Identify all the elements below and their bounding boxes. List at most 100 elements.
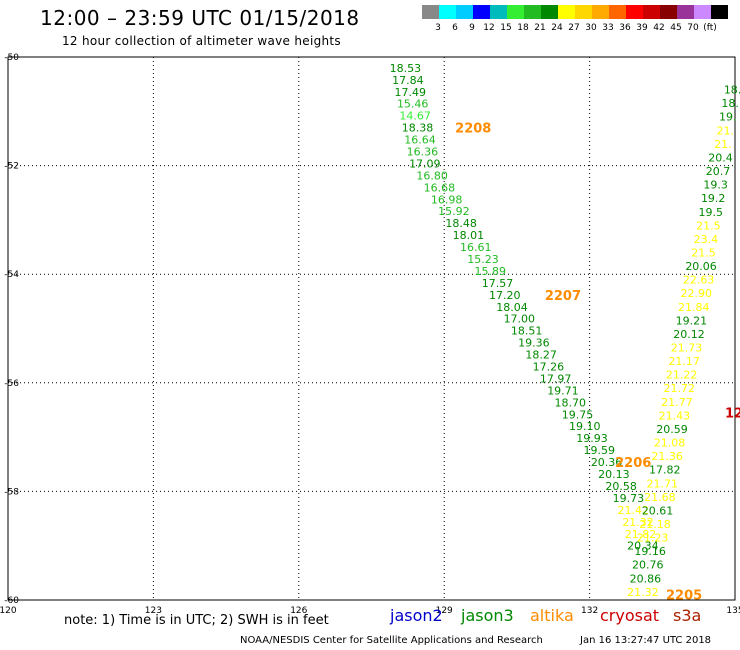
wave-height-value: 21.32 [622,516,654,529]
lon-tick-label: 123 [145,606,162,616]
legend-item-jason2: jason2 [390,606,443,625]
scale-swatch [541,5,558,19]
lon-tick-label: 126 [290,606,307,616]
wave-height-value: 16.36 [407,145,439,158]
scale-swatch [626,5,643,19]
orbit-number-label: 12 [725,407,740,422]
wave-height-value: 23.4 [694,233,719,246]
scale-label: 12 [483,23,495,33]
wave-height-value: 18.01 [453,229,485,242]
scale-swatch [456,5,473,19]
scale-label: 21 [534,23,546,33]
wave-height-value: 20.59 [656,423,688,436]
orbit-number-label: 2207 [545,289,581,304]
scale-label: 30 [585,23,597,33]
scale-swatch [473,5,490,19]
wave-height-value: 19.10 [569,420,601,433]
wave-height-value: 21.43 [659,409,691,422]
wave-height-value: 21. [714,138,732,151]
scale-swatch [660,5,677,19]
wave-height-value: 21.42 [617,504,649,517]
wave-height-value: 17.97 [540,372,572,385]
wave-height-value: 20.13 [598,468,630,481]
wave-height-value: 20.7 [706,165,731,178]
wave-height-value: 21.36 [651,450,683,463]
wave-height-value: 20.06 [685,260,717,273]
wave-height-value: 15.89 [474,265,506,278]
wave-height-value: 21.18 [639,518,671,531]
wave-height-value: 18.04 [496,301,528,314]
wave-height-value: 20.58 [605,480,637,493]
wave-height-value: 20.4 [708,151,733,164]
wave-height-value: 17.84 [392,74,424,87]
page-subtitle: 12 hour collection of altimeter wave hei… [62,34,341,48]
scale-swatch [711,5,728,19]
wave-height-value: 21.71 [647,477,679,490]
lat-tick-label: -50 [4,53,19,63]
wave-height-value: 16.98 [431,193,463,206]
scale-label: 39 [636,23,648,33]
legend-item-jason3: jason3 [461,606,514,625]
scale-label: 15 [500,23,512,33]
map-frame [7,56,736,601]
scale-label: 27 [568,23,580,33]
wave-height-value: 20.76 [632,559,664,572]
wave-height-value: 21.32 [627,586,659,599]
scale-swatch [490,5,507,19]
wave-height-value: 19. [719,111,737,124]
wave-height-value: 19.3 [703,179,728,192]
lat-tick-label: -54 [4,270,19,280]
wave-height-value: 18.38 [402,122,434,135]
wave-height-value: 17.82 [649,464,681,477]
scale-swatch [507,5,524,19]
wave-height-value: 22.90 [680,287,712,300]
page-title: 12:00 – 23:59 UTC 01/15/2018 [40,6,360,30]
wave-height-value: 19.5 [699,206,724,219]
legend-item-altika: altika [530,606,574,625]
legend-item-cryosat: cryosat [600,606,660,625]
wave-height-value: 19.71 [547,384,579,397]
wave-height-value: 19.75 [562,408,594,421]
wave-height-value: 20.86 [630,572,662,585]
scale-swatch [694,5,711,19]
scale-swatch [439,5,456,19]
wave-height-value: 16.68 [424,181,456,194]
wave-height-value: 20.61 [642,504,674,517]
scale-label: 36 [619,23,631,33]
wave-height-value: 17.00 [504,313,536,326]
legend-item-s3a: s3a [673,606,702,625]
wave-height-value: 21.68 [644,491,676,504]
footer-note: note: 1) Time is in UTC; 2) SWH is in fe… [64,613,329,628]
wave-height-value: 16.61 [460,241,492,254]
wave-height-value: 19.93 [576,432,608,445]
scale-label: 6 [452,23,458,33]
scale-swatch [677,5,694,19]
wave-height-value: 15.23 [467,253,499,266]
wave-height-value: 17.57 [482,277,514,290]
wave-height-value: 18.51 [511,325,543,338]
lon-tick-label: 132 [581,606,598,616]
wave-height-value: 18.27 [525,349,557,362]
wave-height-value: 18.70 [554,396,586,409]
scale-label: 24 [551,23,563,33]
wave-height-value: 21.84 [678,301,710,314]
wave-height-value: 15.46 [397,98,429,111]
wave-height-value: 19.73 [613,492,645,505]
wave-height-value: 21.5 [691,246,716,259]
wave-height-value: 19.2 [701,192,726,205]
scale-label: 18 [517,23,529,33]
wave-height-value: 19.16 [634,545,666,558]
wave-height-value: 18. [724,84,740,97]
wave-height-value: 19.21 [676,314,708,327]
scale-swatch [592,5,609,19]
scale-label: 45 [670,23,682,33]
wave-height-value: 17.26 [533,361,565,374]
scale-swatch [609,5,626,19]
wave-height-value: 21.22 [666,369,698,382]
footer-credit: NOAA/NESDIS Center for Satellite Applica… [240,635,543,646]
scale-label: 42 [653,23,665,33]
wave-height-value: 20.36 [591,456,623,469]
wave-height-value: 19.36 [518,337,550,350]
wave-height-value: 17.09 [409,157,441,170]
